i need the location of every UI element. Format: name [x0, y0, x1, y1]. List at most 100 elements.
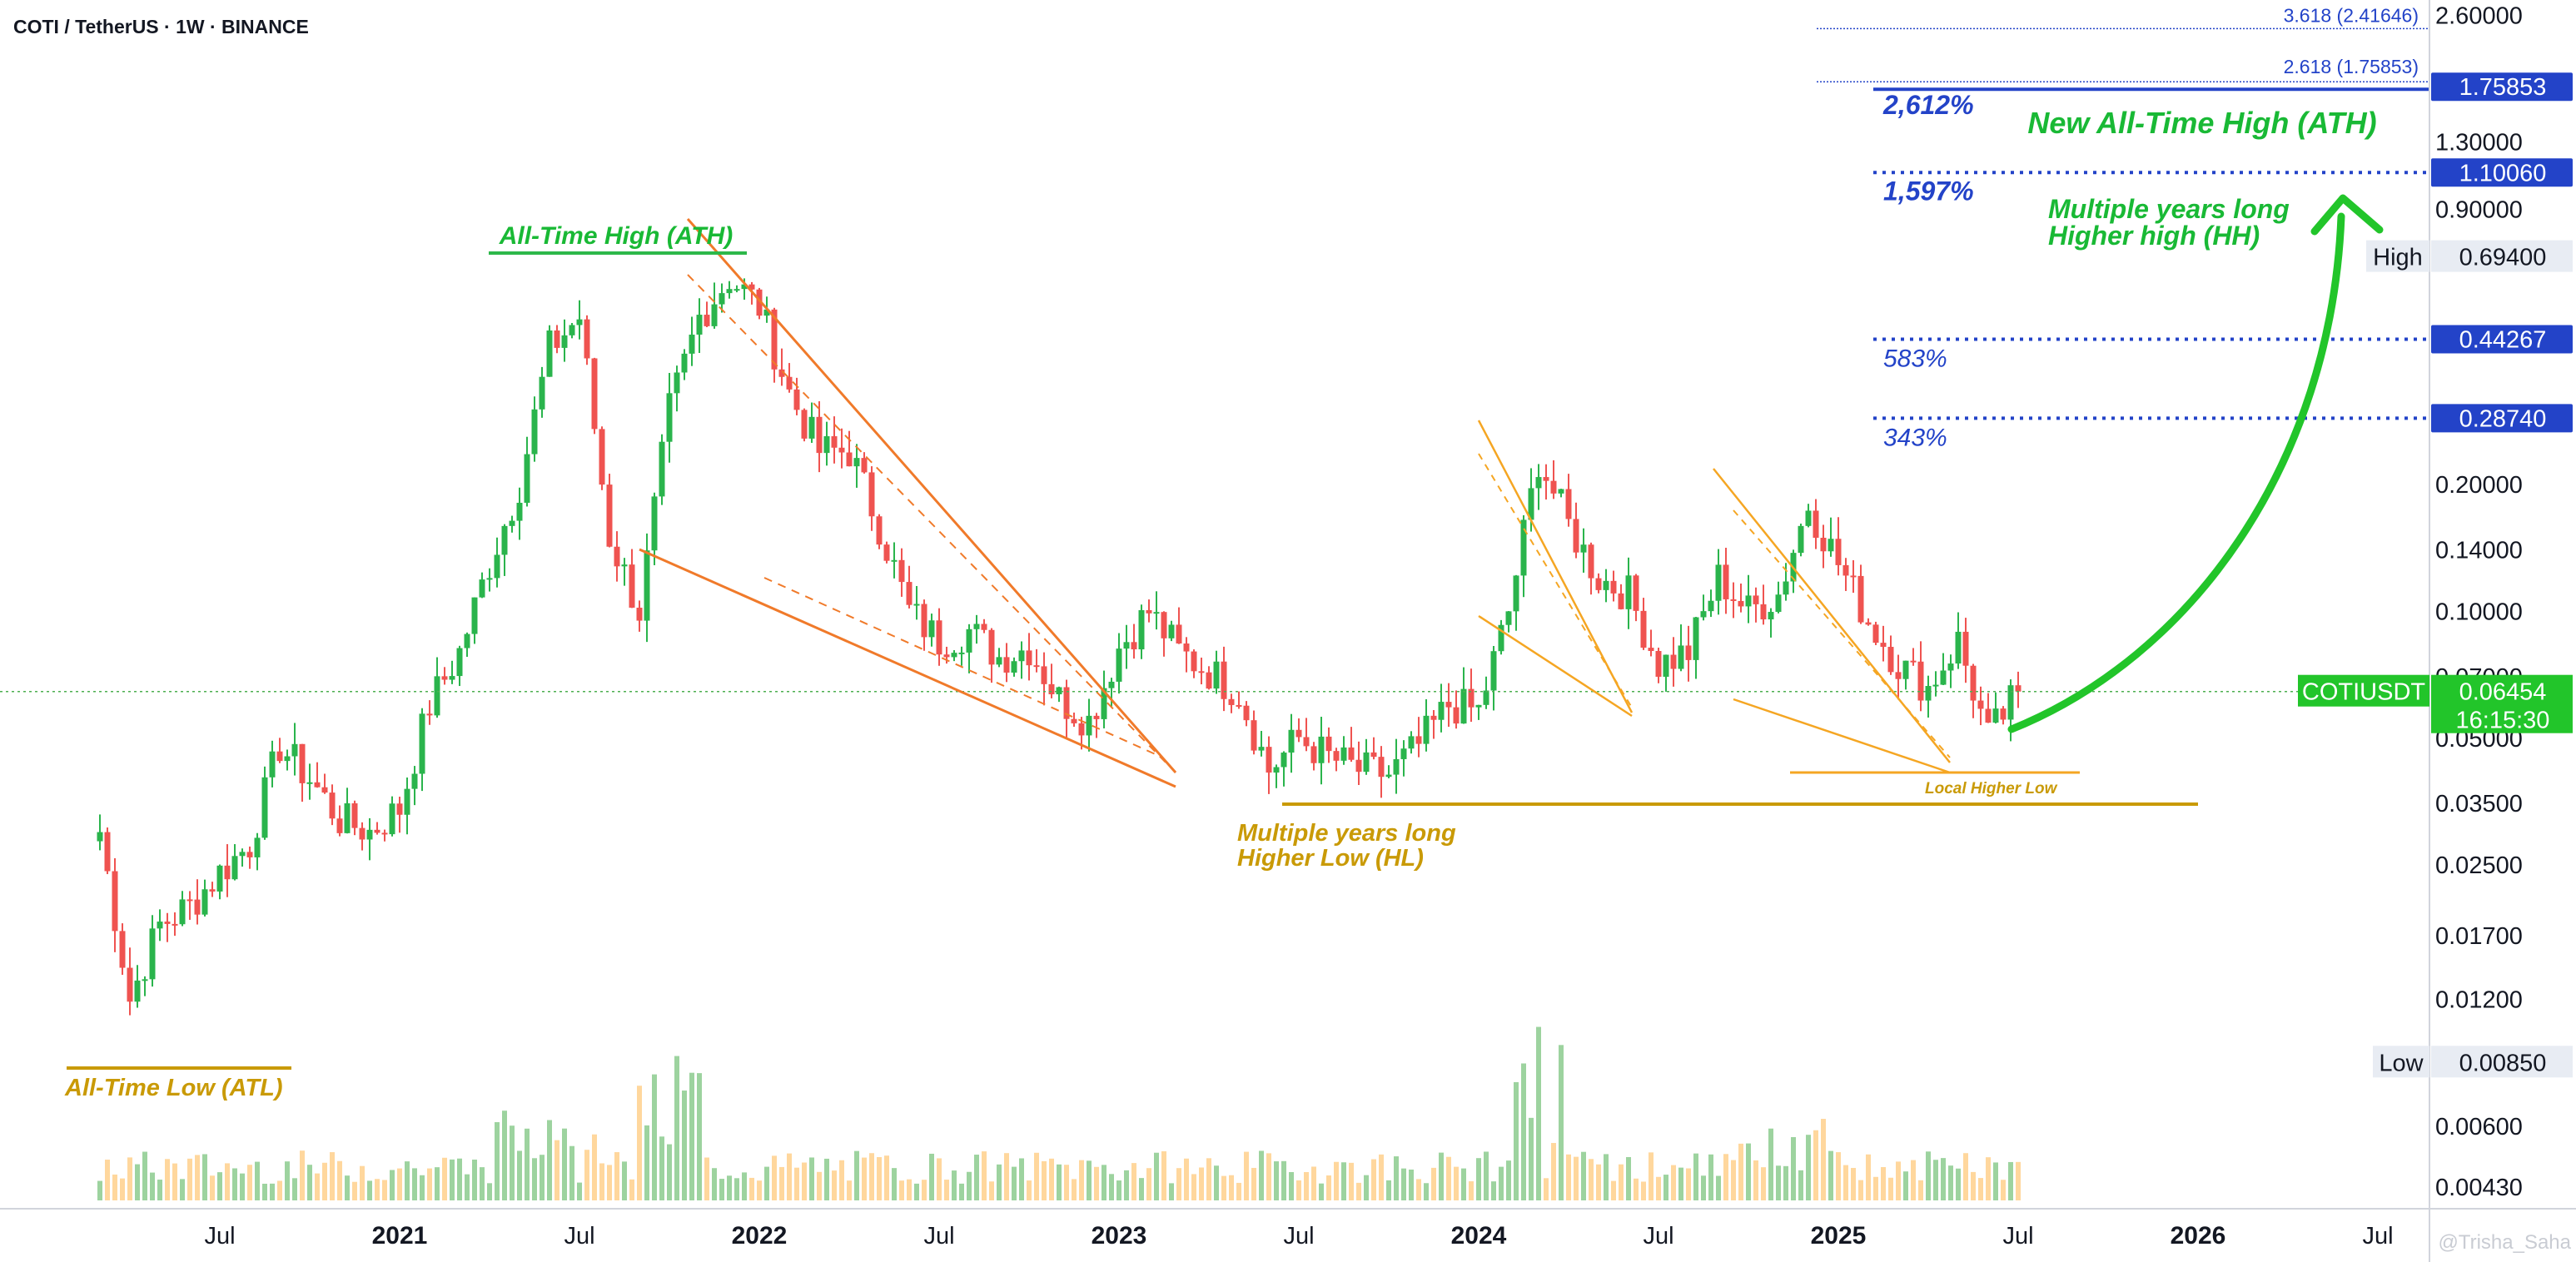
volume-bar: [1259, 1150, 1264, 1200]
candle-body: [928, 620, 935, 638]
volume-bar: [390, 1170, 395, 1200]
volume-bar: [1619, 1164, 1624, 1200]
volume-bar: [1079, 1160, 1084, 1200]
candle-body: [516, 502, 523, 521]
candle-body: [1011, 661, 1017, 673]
volume-bar: [1821, 1119, 1826, 1200]
higher-low-label-2: Higher Low (HL): [1237, 845, 1424, 872]
volume-bar: [757, 1180, 762, 1200]
higher-low-label-1: Multiple years long: [1237, 820, 1456, 847]
volume-bar: [1843, 1165, 1848, 1200]
volume-bar: [1716, 1175, 1721, 1200]
volume-bar: [540, 1155, 545, 1200]
volume-bar: [1409, 1169, 1414, 1200]
volume-bar: [1589, 1159, 1594, 1200]
volume-bar: [547, 1120, 552, 1200]
volume-bar: [420, 1175, 425, 1200]
candle-body: [1288, 729, 1295, 753]
candle-body: [711, 304, 718, 326]
volume-bar: [1813, 1130, 1818, 1200]
volume-bar: [1364, 1175, 1369, 1200]
volume-bar: [614, 1152, 619, 1200]
countdown-tag: 16:15:30: [2456, 708, 2550, 734]
volume-bar: [315, 1173, 320, 1200]
candle-body: [1595, 578, 1602, 590]
volume-bar: [1281, 1160, 1286, 1200]
candle-body: [614, 546, 620, 567]
volume-bar: [1903, 1171, 1908, 1200]
higher-high-label-2: Higher high (HH): [2048, 221, 2260, 251]
volume-bar: [1956, 1168, 1961, 1200]
volume-bar: [1266, 1153, 1271, 1200]
time-tick-label: Jul: [1283, 1223, 1314, 1250]
candle-body: [531, 409, 538, 455]
candle-body: [666, 393, 673, 442]
volume-bar: [1873, 1176, 1878, 1200]
candle-body: [97, 832, 103, 842]
volume-bar: [277, 1180, 282, 1200]
symbol-tag: COTIUSDT: [2302, 679, 2426, 706]
candle-body: [1161, 612, 1167, 638]
candle-body: [104, 832, 111, 872]
volume-bar: [127, 1157, 132, 1200]
time-tick-label: Jul: [1643, 1223, 1673, 1250]
candle-body: [1101, 688, 1107, 719]
candle-body: [1940, 670, 1947, 685]
volume-bar: [1708, 1154, 1713, 1200]
candle-body: [1603, 580, 1609, 590]
volume-bar: [1191, 1174, 1196, 1200]
candle-body: [1880, 643, 1887, 648]
volume-bar: [607, 1165, 612, 1200]
volume-bar: [1686, 1168, 1691, 1200]
volume-bar: [300, 1150, 305, 1200]
time-tick-label: 2026: [2171, 1222, 2226, 1250]
channel-line: [1477, 420, 1634, 713]
candle-body: [1295, 729, 1302, 738]
volume-bar: [944, 1180, 949, 1200]
candle-body: [1468, 688, 1474, 708]
candle-body: [1985, 708, 1992, 723]
candle-body: [1753, 595, 1759, 604]
candle-body: [1633, 575, 1639, 611]
volume-bar: [1176, 1168, 1181, 1200]
volume-bar: [330, 1152, 335, 1200]
time-tick-label: Jul: [564, 1223, 594, 1250]
candle-body: [1078, 723, 1085, 736]
volume-bar: [1731, 1160, 1736, 1200]
volume-bar: [367, 1180, 372, 1200]
symbol-tag-bg: [2298, 674, 2429, 707]
volume-bar: [1236, 1182, 1241, 1200]
volume-bar: [1491, 1181, 1496, 1200]
price-tick-label: 0.01700: [2435, 923, 2523, 950]
volume-bar: [105, 1160, 110, 1200]
volume-bar: [405, 1161, 410, 1200]
time-tick-label: Jul: [204, 1223, 235, 1250]
candle-body: [359, 827, 366, 840]
candle-body: [1550, 480, 1557, 494]
candle-body: [1423, 715, 1430, 744]
volume-bar: [337, 1160, 342, 1200]
volume-bar: [1963, 1153, 1968, 1200]
volume-bar: [862, 1157, 867, 1200]
projection-arrowhead: [2310, 194, 2384, 236]
volume-bar: [412, 1168, 417, 1200]
candle-body: [876, 516, 883, 545]
candle-body: [1917, 661, 1924, 701]
volume-bar: [1536, 1026, 1541, 1200]
volume-bar: [120, 1178, 125, 1200]
candle-body: [426, 713, 433, 716]
candle-body: [734, 289, 740, 291]
volume-bar: [1896, 1161, 1901, 1200]
volume-bar: [1124, 1170, 1129, 1200]
candle-body: [224, 865, 231, 880]
volume-bar: [562, 1128, 567, 1200]
low-tag-bg: [2373, 1046, 2429, 1078]
volume-bar: [727, 1175, 732, 1200]
volume-bar: [292, 1178, 297, 1200]
candle-body: [261, 777, 268, 838]
volume-bar: [232, 1168, 237, 1200]
candle-body: [1400, 748, 1407, 759]
volume-bar: [1416, 1179, 1421, 1200]
volume-bar: [1034, 1152, 1039, 1200]
